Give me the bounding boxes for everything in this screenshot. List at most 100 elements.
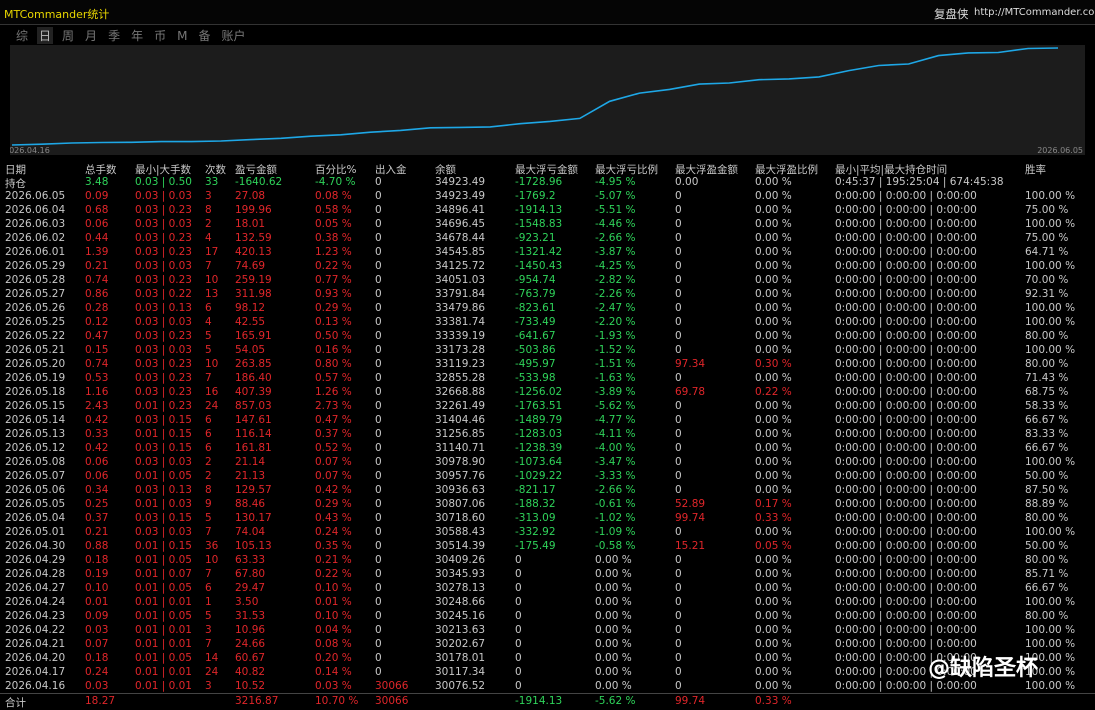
cell: 0 <box>375 358 382 370</box>
cell: 0.00 % <box>755 344 792 356</box>
cell: 88.46 <box>235 498 266 510</box>
cell: 24 <box>205 666 219 678</box>
cell: 58.33 % <box>1025 400 1069 412</box>
cell: 66.67 % <box>1025 442 1069 454</box>
cell: 30345.93 <box>435 568 486 580</box>
tab[interactable]: 年 <box>131 29 144 43</box>
tab[interactable]: M <box>177 29 188 43</box>
cell: 0 <box>375 232 382 244</box>
cell: 0 <box>675 372 682 384</box>
cell: 311.98 <box>235 288 272 300</box>
data-row: 2026.04.22 0.03 0.01 | 0.01 3 10.96 0.04 % 0 30… <box>0 624 1095 638</box>
cell: 3 <box>205 624 212 636</box>
cell: 0 <box>675 428 682 440</box>
cell: 2026.06.04 <box>5 204 66 216</box>
tab[interactable]: 综 <box>16 29 29 43</box>
cell: 0.03 | 0.50 <box>135 176 192 188</box>
cell: 0.01 | 0.05 <box>135 610 192 622</box>
cell: 0.00 % <box>595 680 632 692</box>
cell: 0.08 % <box>315 638 352 650</box>
data-row: 2026.04.24 0.01 0.01 | 0.01 1 3.50 0.01 % 0 302… <box>0 596 1095 610</box>
cell: 0.74 <box>85 274 109 286</box>
cell: 80.00 % <box>1025 512 1069 524</box>
cell: 0.42 <box>85 442 109 454</box>
cell: 0.20 % <box>315 652 352 664</box>
cell: 0 <box>375 176 382 188</box>
tab[interactable]: 币 <box>154 29 167 43</box>
cell: 33 <box>205 176 219 188</box>
cell: 16 <box>205 386 219 398</box>
cell: 6 <box>205 302 212 314</box>
cell: 36 <box>205 540 219 552</box>
cell: 0 <box>675 526 682 538</box>
cell: 0.29 % <box>315 302 352 314</box>
cell: 2026.04.29 <box>5 554 66 566</box>
tabs: 综日周月季年币 M 备账户 <box>14 27 255 44</box>
cell: 2 <box>205 470 212 482</box>
cell: 0.00 % <box>755 372 792 384</box>
cell: 0 <box>675 302 682 314</box>
tab[interactable]: 备 <box>198 29 211 43</box>
cell: 30248.66 <box>435 596 486 608</box>
cell: 0 <box>675 288 682 300</box>
cell: 0.00 % <box>755 526 792 538</box>
cell: 胜率 <box>1025 164 1046 176</box>
cell: 0.24 % <box>315 526 352 538</box>
tab[interactable]: 日 <box>37 27 54 44</box>
cell: 0:00:00 | 0:00:00 | 0:00:00 <box>835 344 977 356</box>
cell: 33119.23 <box>435 358 486 370</box>
cell: 18.01 <box>235 218 266 230</box>
cell: 6 <box>205 414 212 426</box>
url[interactable]: http://MTCommander.com <box>974 7 1095 18</box>
tab[interactable]: 账户 <box>221 29 246 43</box>
cell: 0 <box>675 218 682 230</box>
cell: 6 <box>205 428 212 440</box>
cell: 0 <box>675 316 682 328</box>
cell: 100.00 % <box>1025 652 1076 664</box>
data-row: 2026.04.16 0.03 0.01 | 0.01 3 10.52 0.03 % 300… <box>0 680 1095 694</box>
cell: 0.00 % <box>755 666 792 678</box>
cell: -1763.51 <box>515 400 563 412</box>
cell: 0 <box>375 330 382 342</box>
cell: 0.22 % <box>315 568 352 580</box>
tab[interactable]: 周 <box>62 29 75 43</box>
cell: -763.79 <box>515 288 556 300</box>
cell: 0.37 <box>85 512 109 524</box>
cell: 0.00 % <box>595 596 632 608</box>
cell: 0:00:00 | 0:00:00 | 0:00:00 <box>835 302 977 314</box>
cell: 0.00 % <box>755 246 792 258</box>
cell: 0:00:00 | 0:00:00 | 0:00:00 <box>835 512 977 524</box>
data-row: 2026.04.30 0.88 0.01 | 0.15 36 105.13 0.35 % 0… <box>0 540 1095 554</box>
tab[interactable]: 季 <box>108 29 121 43</box>
cell: 0.03 | 0.03 <box>135 190 192 202</box>
cell: 0.00 % <box>755 428 792 440</box>
cell: 0.18 <box>85 554 109 566</box>
cell: 0.00 % <box>755 582 792 594</box>
tab[interactable]: 月 <box>85 29 98 43</box>
cell: 199.96 <box>235 204 272 216</box>
cell: 165.91 <box>235 330 272 342</box>
cell: 67.80 <box>235 568 266 580</box>
cell: 0.03 | 0.13 <box>135 484 192 496</box>
cell: 0.03 | 0.15 <box>135 414 192 426</box>
cell: 0.00 % <box>595 582 632 594</box>
cell: 0.04 % <box>315 624 352 636</box>
cell: 0.03 | 0.23 <box>135 372 192 384</box>
cell: 次数 <box>205 164 226 176</box>
cell: 0.01 <box>85 596 109 608</box>
cell: 0:00:00 | 0:00:00 | 0:00:00 <box>835 232 977 244</box>
cell: 余额 <box>435 164 456 176</box>
cell: 0:00:00 | 0:00:00 | 0:00:00 <box>835 540 977 552</box>
cell: 0.03 | 0.03 <box>135 456 192 468</box>
cell: -641.67 <box>515 330 556 342</box>
data-row: 2026.05.12 0.42 0.03 | 0.15 6 161.81 0.52 % 0 3… <box>0 442 1095 456</box>
data-row: 2026.06.04 0.68 0.03 | 0.23 8 199.96 0.58 % 0 3… <box>0 204 1095 218</box>
cell: 30588.43 <box>435 526 486 538</box>
cell: -1769.2 <box>515 190 556 202</box>
cell: 0.57 % <box>315 372 352 384</box>
brand: 复盘侠 <box>934 7 969 21</box>
cell: 2026.05.14 <box>5 414 66 426</box>
cell: 2026.05.25 <box>5 316 66 328</box>
cell: 0 <box>515 624 522 636</box>
cell: 31.53 <box>235 610 266 622</box>
